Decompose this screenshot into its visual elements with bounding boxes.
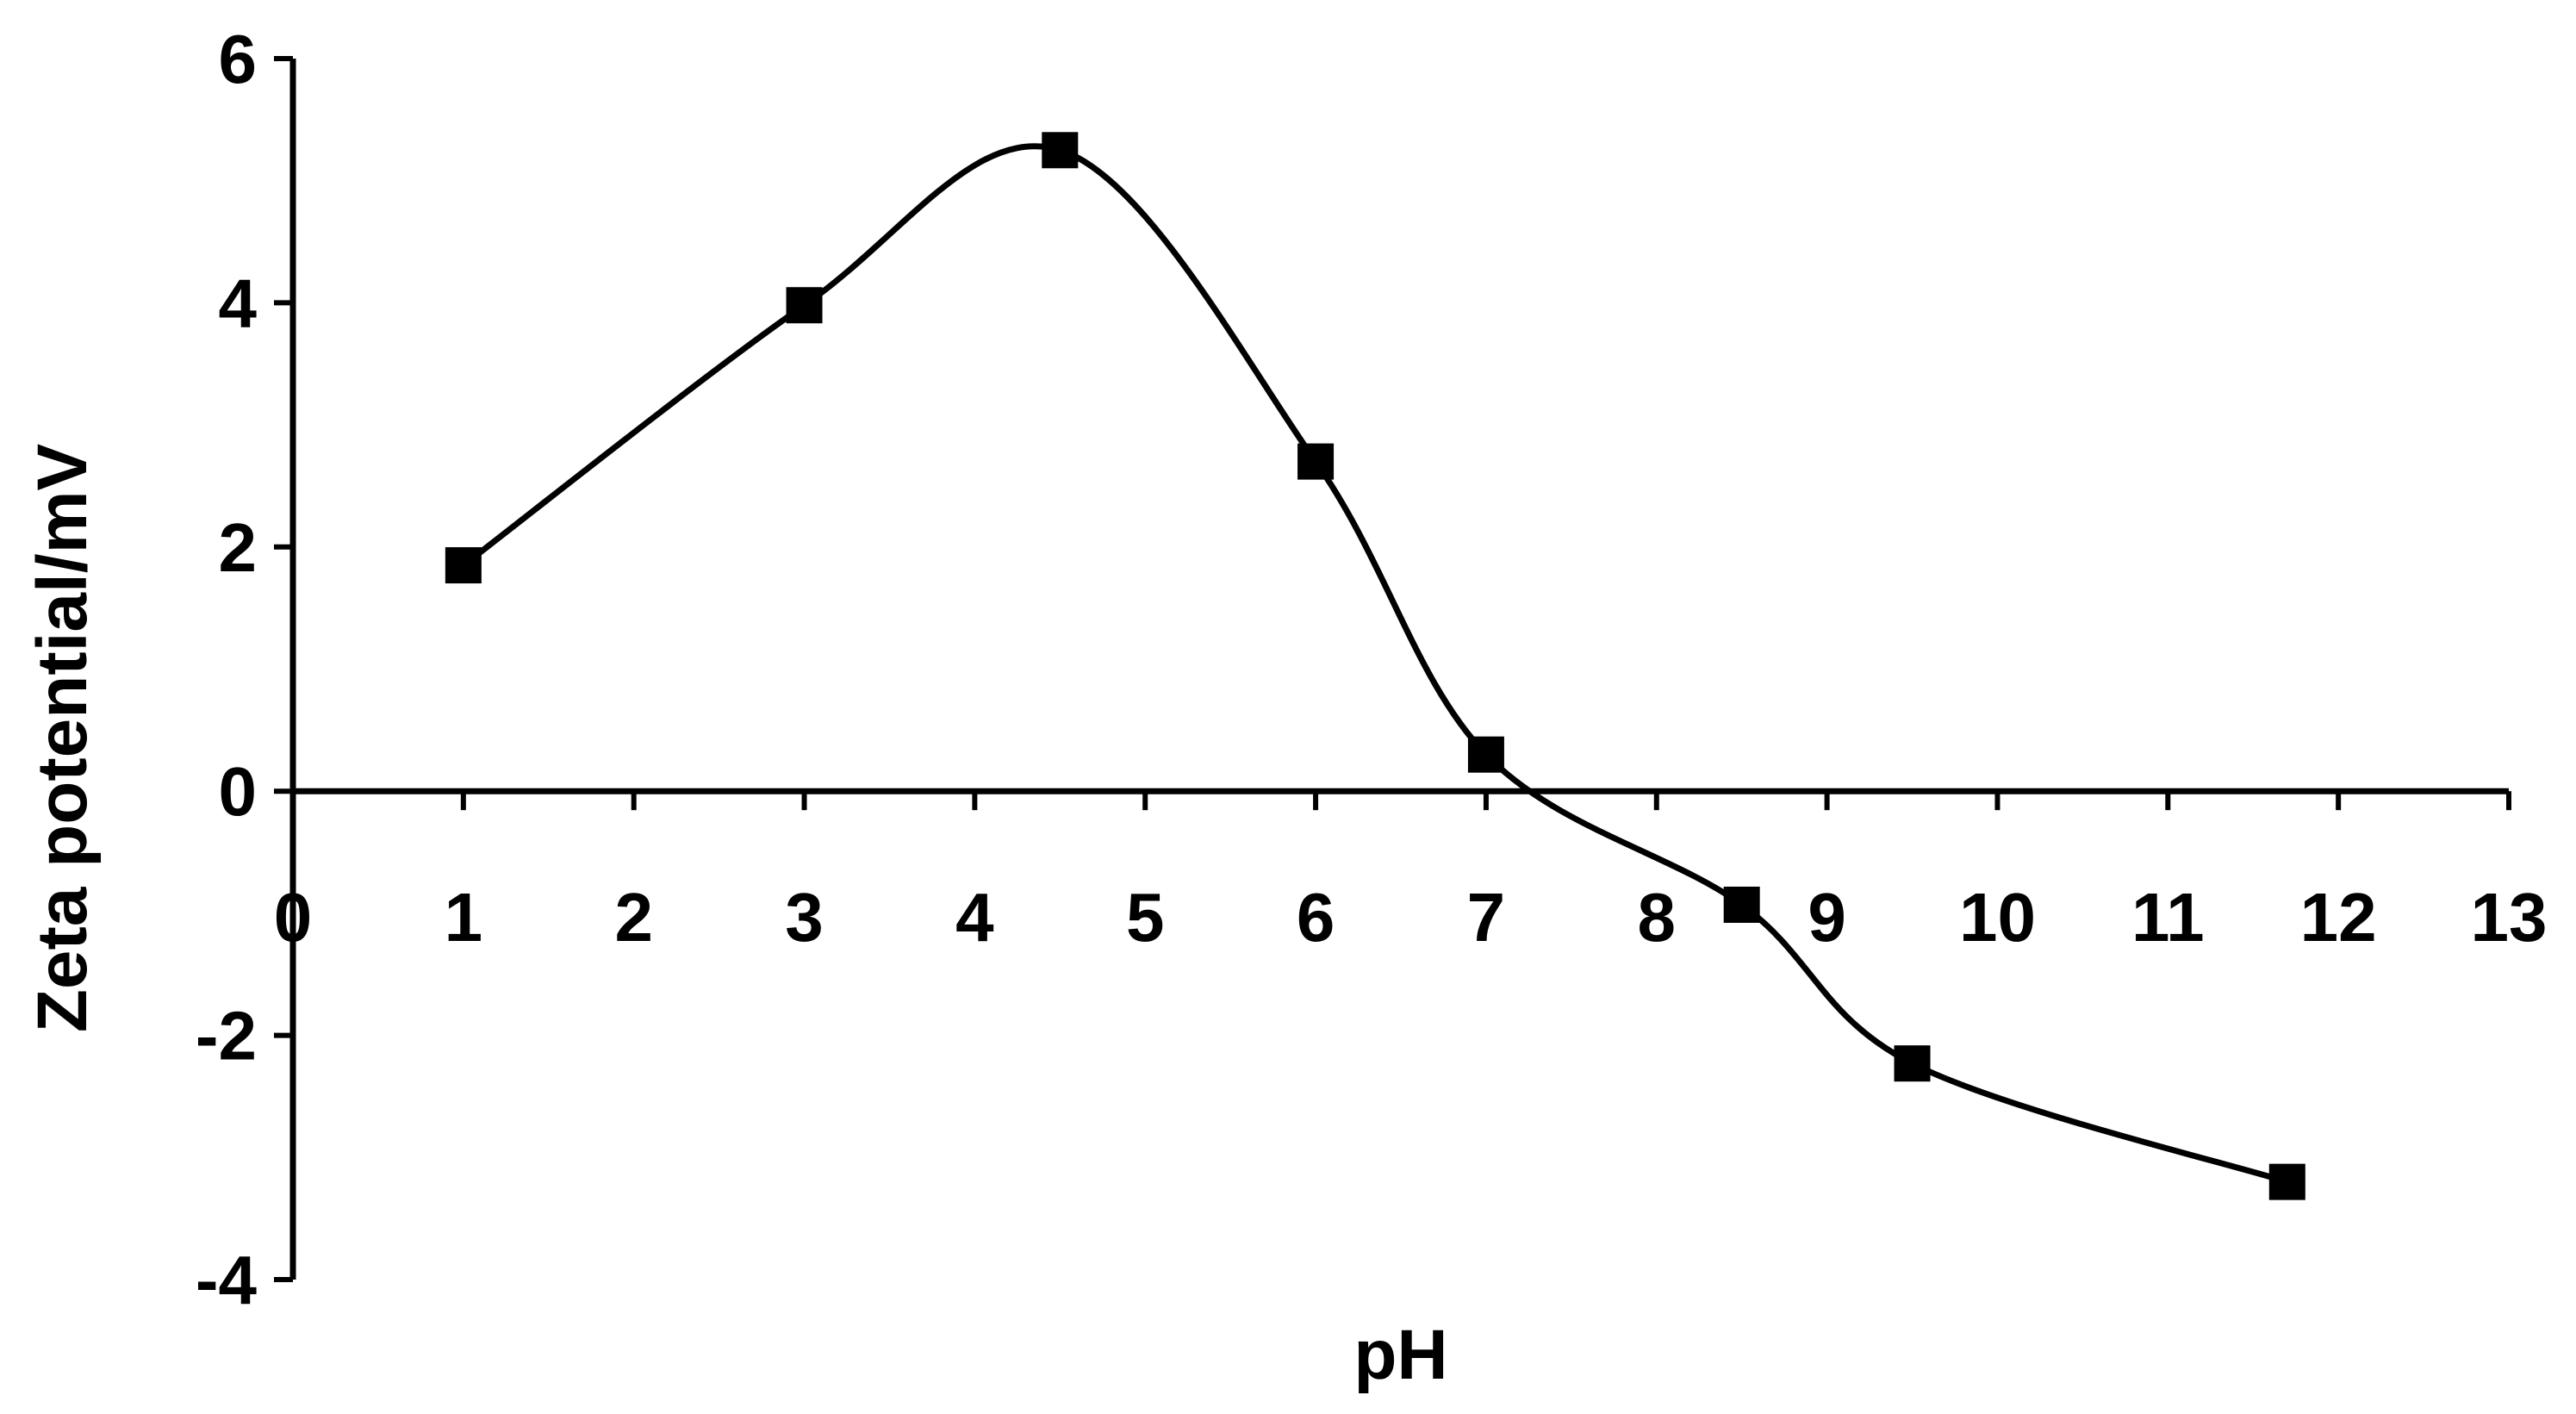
y-tick-label: -2 (196, 998, 257, 1075)
data-point-marker (1723, 886, 1760, 923)
y-tick-label: 2 (219, 509, 258, 586)
data-point-marker (1042, 132, 1079, 169)
x-tick-label: 12 (2300, 879, 2377, 956)
x-tick-label: 7 (1467, 879, 1506, 956)
axes (289, 59, 2509, 1280)
y-tick-label: 6 (219, 21, 258, 97)
x-tick-label: 2 (614, 879, 653, 956)
markers (445, 132, 2305, 1200)
series-line (460, 143, 2291, 1186)
data-point-marker (1894, 1045, 1931, 1082)
x-tick-label: 3 (785, 879, 824, 956)
data-point-marker (786, 287, 823, 324)
x-tick-label: 0 (274, 879, 313, 956)
x-tick-label: 8 (1638, 879, 1677, 956)
x-tick-label: 11 (2131, 879, 2205, 956)
x-tick-label: 10 (1959, 879, 2036, 956)
x-tick-label: 4 (955, 879, 994, 956)
y-tick-label: -4 (196, 1242, 258, 1318)
x-axis-title: pH (1353, 1316, 1447, 1394)
data-point-marker (1467, 736, 1504, 773)
curve-layer (460, 143, 2291, 1186)
y-tick-label: 4 (219, 265, 258, 341)
x-tick-label: 9 (1808, 879, 1846, 956)
y-axis-title: Zeta potential/mV (23, 443, 102, 1032)
x-tick-label: 1 (445, 879, 483, 956)
x-tick-label: 6 (1297, 879, 1335, 956)
data-point-marker (1297, 443, 1335, 480)
data-point-marker (445, 547, 482, 584)
data-point-marker (2268, 1163, 2305, 1200)
y-tick-label: 0 (219, 753, 258, 830)
x-tick-label: 5 (1126, 879, 1165, 956)
x-tick-label: 13 (2471, 879, 2548, 956)
